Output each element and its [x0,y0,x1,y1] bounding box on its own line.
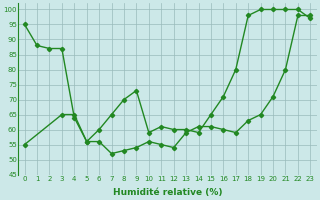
X-axis label: Humidité relative (%): Humidité relative (%) [113,188,222,197]
